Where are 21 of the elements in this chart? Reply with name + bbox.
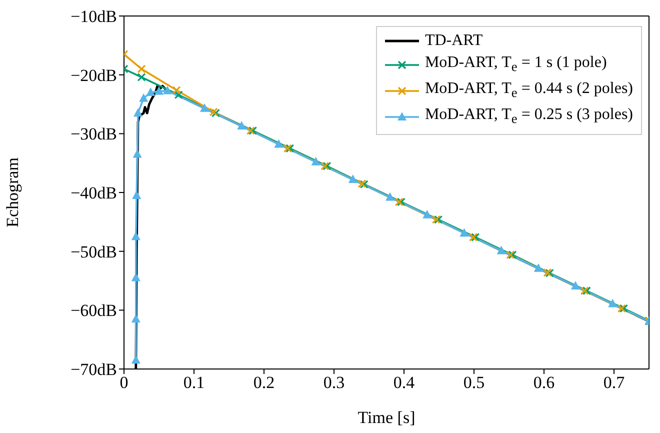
x-tick-label: 0.2 [253, 373, 275, 392]
y-tick-label: −20dB [70, 66, 117, 85]
legend-label: MoD-ART, T$_{e}$ = 0.44 s (2 poles) [424, 79, 633, 102]
x-tick-label: 0.5 [463, 373, 485, 392]
y-tick-label: −60dB [70, 301, 117, 320]
x-axis-title: Time [s] [358, 408, 416, 427]
x-tick-label: 0.4 [393, 373, 416, 392]
y-axis-title: Echogram [3, 158, 22, 228]
y-tick-label: −50dB [70, 242, 117, 262]
legend-label: TD-ART [424, 31, 483, 51]
x-tick-label: 0.3 [323, 373, 345, 392]
y-tick-label: −40dB [70, 184, 117, 203]
x-tick-label: 0.7 [603, 373, 626, 392]
legend-label: MoD-ART, T$_{e}$ = 1 s (1 pole) [424, 53, 607, 76]
y-tick-label: −70dB [70, 360, 117, 380]
y-tick-label: −30dB [70, 124, 117, 144]
y-tick-label: −10dB [70, 7, 117, 26]
x-tick-label: 0 [120, 373, 128, 392]
legend-label: MoD-ART, T$_{e}$ = 0.25 s (3 poles) [424, 105, 633, 129]
x-tick-label: 0.6 [533, 373, 555, 392]
x-tick-label: 0.1 [183, 373, 205, 392]
